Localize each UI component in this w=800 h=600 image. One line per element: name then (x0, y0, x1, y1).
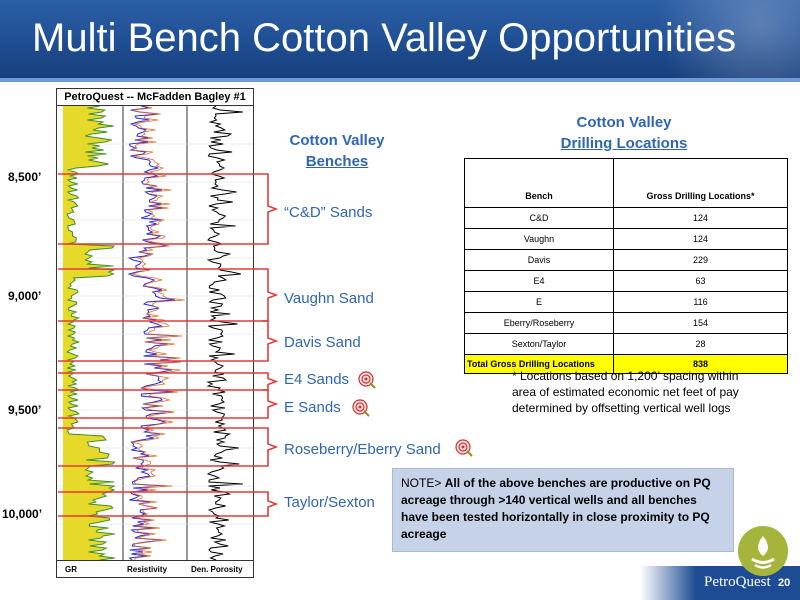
resistivity-curve-shallow (130, 106, 185, 560)
table-row: E 116 (464, 291, 788, 313)
bench-cell: Davis (464, 249, 614, 271)
locations-cell: 154 (613, 312, 788, 334)
depth-label-8500: 8,500’ (8, 170, 42, 184)
column-header-bench: Bench (464, 158, 614, 208)
depth-label-10000: 10,000’ (2, 507, 43, 521)
bench-label-e: E Sands (284, 399, 341, 416)
locations-cell: 63 (613, 270, 788, 292)
depth-label-9500: 9,500’ (8, 403, 42, 417)
track-label-gr: GR (65, 565, 77, 574)
table-header-row: Bench Gross Drilling Locations* (464, 158, 788, 208)
gr-sand-fill (63, 106, 115, 560)
bench-cell: Vaughn (464, 228, 614, 250)
petroquest-logo-icon (738, 526, 788, 576)
well-log-panel: PetroQuest -- McFadden Bagley #1 GR Resi… (56, 88, 254, 578)
drilling-heading-line2: Drilling Locations (560, 135, 688, 152)
bench-label-davis: Davis Sand (284, 334, 361, 351)
drilling-locations-table: Bench Gross Drilling Locations* C&D 124 V… (464, 158, 788, 374)
table-row: E4 63 (464, 270, 788, 292)
table-row: C&D 124 (464, 207, 788, 229)
total-row: Total Gross Drilling Locations 838 (464, 354, 788, 374)
bench-cell: Eberry/Roseberry (464, 312, 614, 334)
bench-label-roseberry-eberry: Roseberry/Eberry Sand (284, 441, 441, 458)
log-track-labels: GR Resistivity Den. Porosity (57, 560, 253, 577)
target-icon (352, 399, 370, 417)
target-icon (455, 439, 473, 457)
track-label-resistivity: Resistivity (127, 565, 168, 574)
locations-cell: 229 (613, 249, 788, 271)
bench-label-cd: “C&D” Sands (284, 204, 373, 221)
total-value-cell: 838 (613, 354, 788, 374)
header-swoosh (640, 0, 800, 78)
note-box: NOTE> All of the above benches are produ… (392, 468, 734, 552)
note-text: All of the above benches are productive … (401, 476, 711, 541)
table-row: Sexton/Taylor 28 (464, 333, 788, 355)
log-title: PetroQuest -- McFadden Bagley #1 (57, 89, 253, 106)
benches-heading-line2: Benches (305, 153, 369, 170)
density-porosity-curve (206, 106, 243, 560)
slide-title: Multi Bench Cotton Valley Opportunities (32, 16, 737, 60)
drilling-heading-line1: Cotton Valley (576, 114, 672, 131)
bench-label-taylor-sexton: Taylor/Sexton (284, 494, 375, 511)
benches-heading: Cotton Valley Benches (272, 130, 402, 172)
header-rule (0, 78, 800, 82)
track-label-porosity: Den. Porosity (191, 565, 243, 574)
footnote: * Locations based on 1,200’ spacing with… (512, 369, 739, 415)
header-banner: Multi Bench Cotton Valley Opportunities (0, 0, 800, 78)
gr-curve (66, 106, 116, 560)
table-row: Eberry/Roseberry 154 (464, 312, 788, 334)
target-icon (358, 371, 376, 389)
total-label-cell: Total Gross Drilling Locations (464, 354, 614, 374)
bench-cell: E (464, 291, 614, 313)
column-header-locations: Gross Drilling Locations* (613, 158, 788, 208)
depth-label-9000: 9,000’ (8, 289, 42, 303)
well-log-tracks (57, 106, 253, 560)
brand-name: PetroQuest (704, 574, 771, 590)
bench-cell: E4 (464, 270, 614, 292)
page-number: 20 (778, 577, 791, 589)
locations-cell: 28 (613, 333, 788, 355)
table-row: Vaughn 124 (464, 228, 788, 250)
bench-cell: C&D (464, 207, 614, 229)
table-row: Davis 229 (464, 249, 788, 271)
bench-cell: Sexton/Taylor (464, 333, 614, 355)
drilling-locations-heading: Cotton Valley Drilling Locations (540, 112, 708, 154)
locations-cell: 116 (613, 291, 788, 313)
benches-heading-line1: Cotton Valley (289, 132, 385, 149)
locations-cell: 124 (613, 207, 788, 229)
locations-cell: 124 (613, 228, 788, 250)
bench-label-e4: E4 Sands (284, 371, 350, 388)
note-prefix: NOTE> (401, 476, 445, 490)
bench-label-vaughn: Vaughn Sand (284, 290, 374, 307)
